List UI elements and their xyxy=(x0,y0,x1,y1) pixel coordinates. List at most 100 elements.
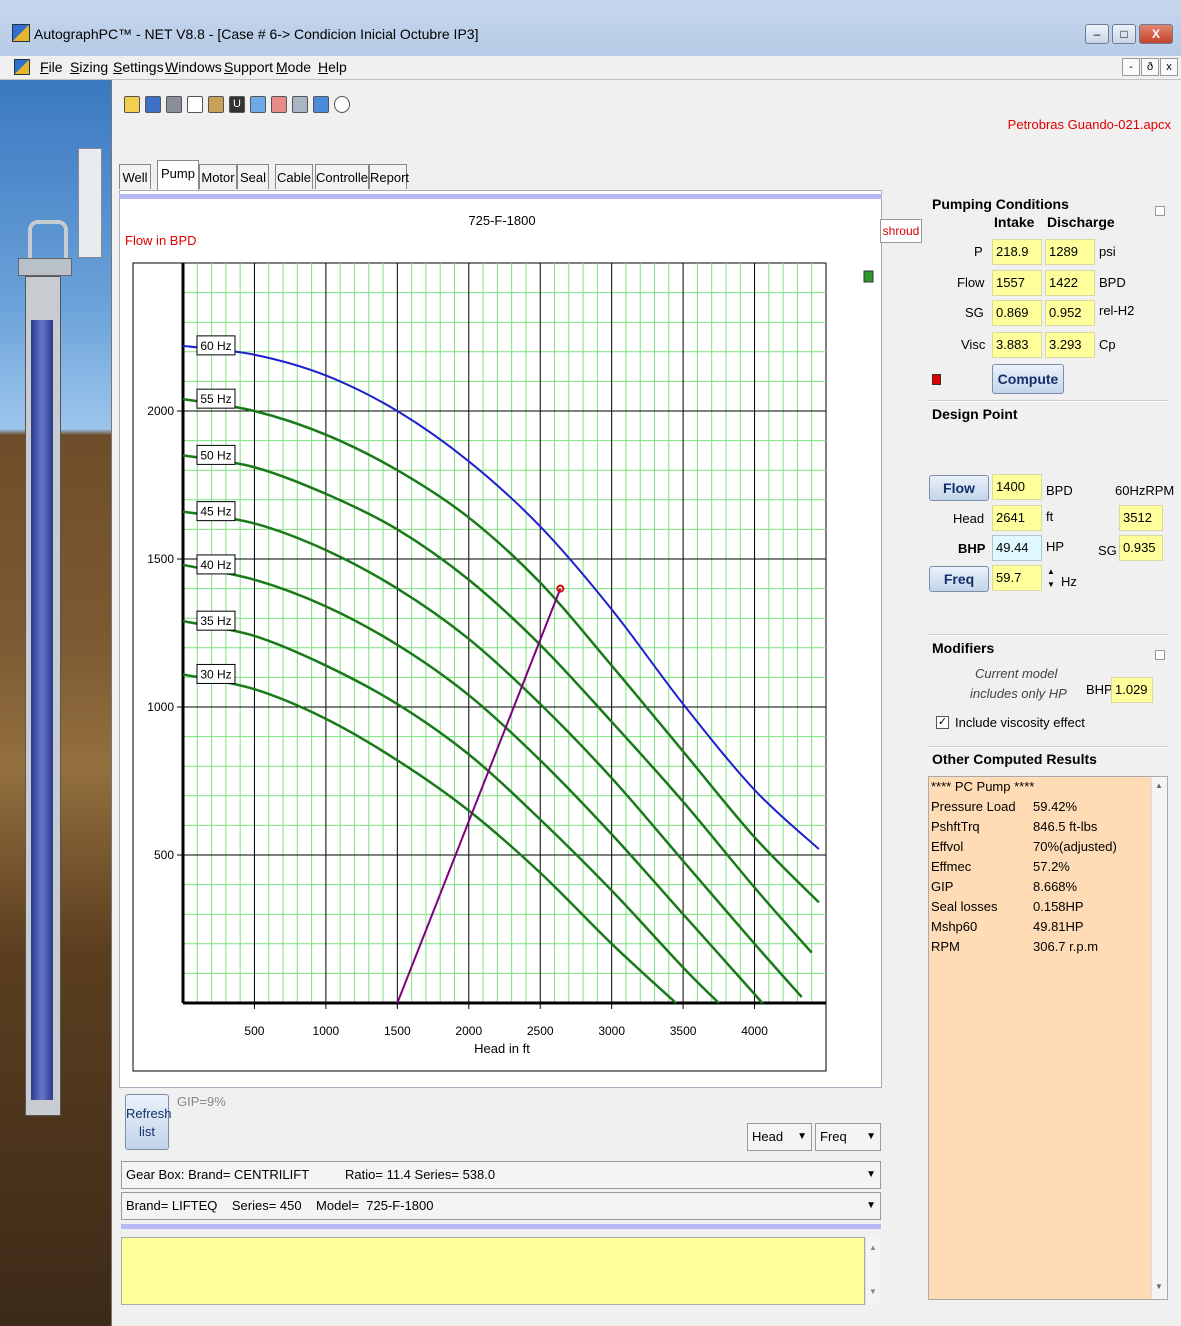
modifiers-title: Modifiers xyxy=(932,640,995,656)
tab-well[interactable]: Well xyxy=(119,164,151,189)
result-label: RPM xyxy=(931,939,960,954)
tools-icon[interactable] xyxy=(208,96,224,113)
shroud-button[interactable]: shroud xyxy=(880,219,922,243)
result-label: Effvol xyxy=(931,839,964,854)
tab-report[interactable]: Report xyxy=(369,164,409,189)
menu-help[interactable]: Help xyxy=(318,59,347,75)
print-icon[interactable] xyxy=(166,96,182,113)
x-tick-label: 500 xyxy=(244,1024,264,1038)
freq-spinner[interactable]: ▲ ▼ xyxy=(1047,567,1055,589)
x-tick-label: 1000 xyxy=(313,1024,340,1038)
design-flow-field[interactable]: 1400 xyxy=(992,474,1042,500)
intake-flow-field[interactable]: 1557 xyxy=(992,270,1042,296)
series-line-50-hz xyxy=(182,454,813,954)
chevron-down-icon: ▼ xyxy=(866,1131,876,1142)
mdi-restore-button[interactable]: ð xyxy=(1141,58,1159,76)
flow-unit: BPD xyxy=(1099,275,1126,290)
app-menu-icon[interactable] xyxy=(14,59,30,75)
rpm-field[interactable]: 3512 xyxy=(1119,505,1163,531)
app-logo-icon xyxy=(12,24,30,42)
series-line-30-hz xyxy=(182,673,677,1004)
save-icon[interactable] xyxy=(145,96,161,113)
modifier-bhp-field[interactable]: 1.029 xyxy=(1111,677,1153,703)
series-line-55-hz xyxy=(182,397,820,904)
scroll-down-arrow-icon[interactable]: ▼ xyxy=(869,1287,877,1296)
visc-unit: Cp xyxy=(1099,337,1116,352)
discharge-visc-field[interactable]: 3.293 xyxy=(1045,332,1095,358)
menu-bar: File Sizing Settings Windows Support Mod… xyxy=(0,56,1181,80)
modifiers-checkbox[interactable] xyxy=(1155,650,1165,660)
compute-button[interactable]: Compute xyxy=(992,364,1064,394)
intake-visc-field[interactable]: 3.883 xyxy=(992,332,1042,358)
x-tick-label: 2500 xyxy=(527,1024,554,1038)
results-scrollbar[interactable]: ▲ ▼ xyxy=(1151,777,1167,1299)
tab-seal[interactable]: Seal xyxy=(237,164,269,189)
gearbox-select[interactable]: Gear Box: Brand= CENTRILIFT Ratio= 11.4 … xyxy=(121,1161,881,1189)
graph-icon[interactable] xyxy=(271,96,287,113)
series-line-60-hz xyxy=(182,344,820,850)
info-icon[interactable] xyxy=(313,96,329,113)
refresh-label-1: Refresh xyxy=(126,1106,172,1121)
menu-mode[interactable]: Mode xyxy=(276,59,312,75)
menu-file[interactable]: File xyxy=(40,59,63,75)
freq-button[interactable]: Freq xyxy=(929,566,989,592)
intake-pressure-field[interactable]: 218.9 xyxy=(992,239,1042,265)
discharge-column-header: Discharge xyxy=(1047,214,1115,230)
close-button[interactable]: X xyxy=(1139,24,1173,44)
file-name-label: Petrobras Guando-021.apcx xyxy=(1007,117,1171,132)
flow-button[interactable]: Flow xyxy=(929,475,989,501)
series-label-box xyxy=(196,388,236,409)
discharge-pressure-field[interactable]: 1289 xyxy=(1045,239,1095,265)
menu-windows[interactable]: Windows xyxy=(165,59,222,75)
refresh-label-2: list xyxy=(139,1124,155,1139)
open-folder-icon[interactable] xyxy=(124,96,140,113)
document-icon[interactable] xyxy=(187,96,203,113)
y-tick-label: 500 xyxy=(154,848,174,862)
sg-unit: rel-H2 xyxy=(1099,303,1135,318)
design-point-marker xyxy=(556,584,565,593)
tab-motor[interactable]: Motor xyxy=(199,164,237,189)
freq-select[interactable]: Freq ▼ xyxy=(815,1123,881,1151)
discharge-sg-field[interactable]: 0.952 xyxy=(1045,300,1095,326)
series-line-35-hz xyxy=(182,619,720,1004)
series-lines xyxy=(182,344,820,1005)
undo-icon[interactable] xyxy=(250,96,266,113)
series-label: 45 Hz xyxy=(200,505,231,519)
bhp-unit: HP xyxy=(1046,539,1065,554)
scroll-down-arrow-icon[interactable]: ▼ xyxy=(1155,1282,1163,1291)
design-head-field[interactable]: 2641 xyxy=(992,505,1042,531)
mdi-close-button[interactable]: x xyxy=(1160,58,1178,76)
intake-sg-field[interactable]: 0.869 xyxy=(992,300,1042,326)
divider xyxy=(928,634,1168,636)
bottom-bar xyxy=(121,1224,881,1229)
scroll-up-arrow-icon[interactable]: ▲ xyxy=(1155,781,1163,790)
tab-pump[interactable]: Pump xyxy=(157,160,199,190)
help-icon[interactable] xyxy=(334,96,350,113)
menu-support[interactable]: Support xyxy=(224,59,274,75)
minimize-button[interactable]: – xyxy=(1085,24,1109,44)
tab-cable[interactable]: Cable xyxy=(275,164,313,189)
discharge-flow-field[interactable]: 1422 xyxy=(1045,270,1095,296)
u-icon[interactable]: U xyxy=(229,96,245,113)
bhp-label: BHP xyxy=(958,541,986,556)
head-select[interactable]: Head ▼ xyxy=(747,1123,812,1151)
notes-scrollbar[interactable]: ▲ ▼ xyxy=(865,1237,881,1305)
design-sg-field[interactable]: 0.935 xyxy=(1119,535,1163,561)
menu-settings[interactable]: Settings xyxy=(113,59,164,75)
menu-sizing[interactable]: Sizing xyxy=(70,59,109,75)
pumping-conditions-checkbox[interactable] xyxy=(1155,206,1165,216)
mdi-minimize-button[interactable]: - xyxy=(1122,58,1140,76)
freq-field[interactable]: 59.7 xyxy=(992,565,1042,591)
head-label: Head xyxy=(953,511,985,526)
viscosity-checkbox[interactable]: ✓ xyxy=(936,716,949,729)
maximize-button[interactable]: □ xyxy=(1112,24,1136,44)
scroll-up-arrow-icon[interactable]: ▲ xyxy=(869,1243,877,1252)
tab-controller[interactable]: Controller xyxy=(315,164,372,189)
wrench-icon[interactable] xyxy=(292,96,308,113)
chart-indicator-green[interactable] xyxy=(863,270,874,283)
y-axis-label: Flow in BPD xyxy=(125,233,197,248)
refresh-list-button[interactable]: Refresh list xyxy=(125,1094,172,1150)
pump-string xyxy=(31,320,53,1100)
pump-model-select[interactable]: Brand= LIFTEQ Series= 450 Model= 725-F-1… xyxy=(121,1192,881,1220)
notes-textarea[interactable] xyxy=(121,1237,865,1305)
